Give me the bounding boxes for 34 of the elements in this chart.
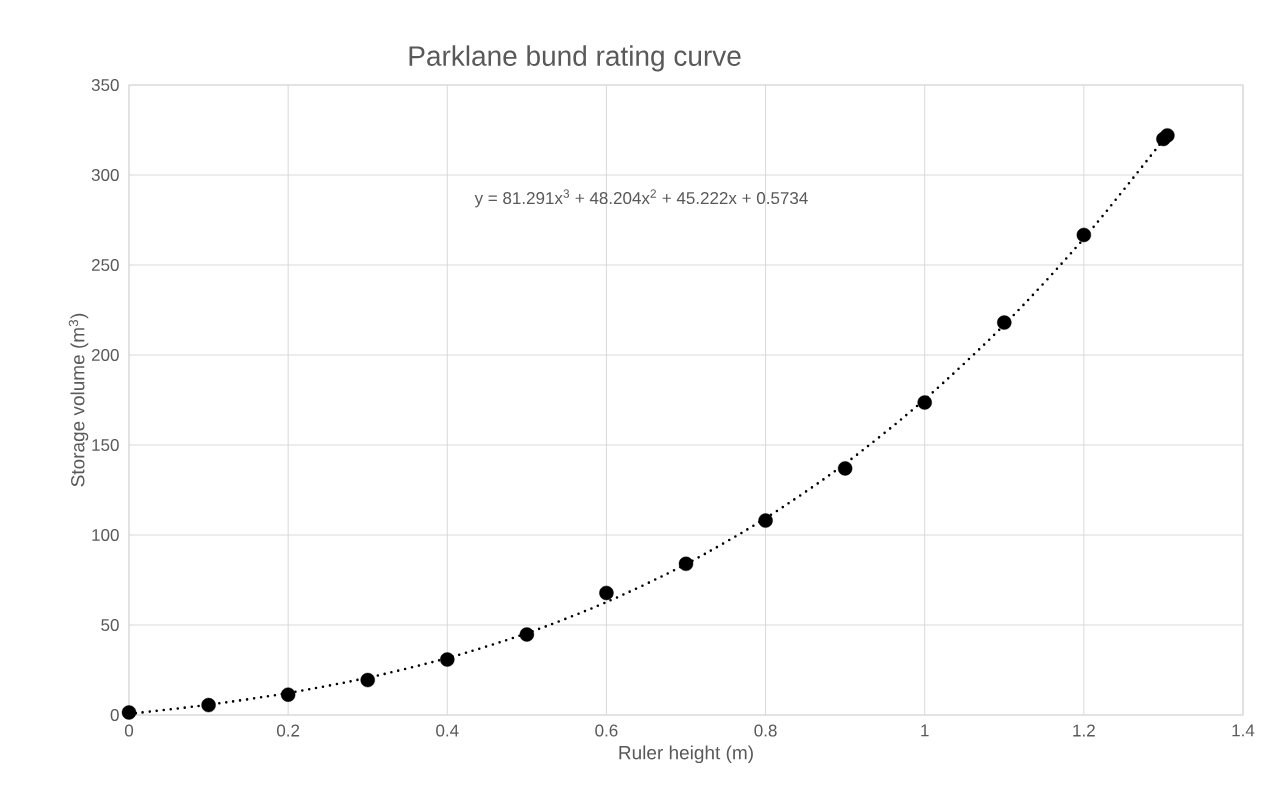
y-tick-label: 50 — [101, 618, 119, 632]
point — [678, 556, 694, 571]
y-tick-label: 100 — [92, 528, 119, 542]
point — [997, 315, 1012, 330]
x-tick-label: 1.2 — [1073, 724, 1095, 737]
point — [1160, 128, 1175, 143]
point — [519, 627, 535, 642]
x-tick-label: 0.2 — [276, 724, 300, 737]
chart-title: Parklane bund rating curve — [409, 45, 741, 72]
x-tick-label: 0 — [124, 724, 134, 737]
y-tick-label: 250 — [91, 258, 119, 272]
point — [917, 395, 932, 410]
point — [360, 672, 375, 688]
point — [440, 652, 455, 667]
x-tick-label: 0.6 — [595, 724, 618, 737]
y-tick-label: 0 — [110, 708, 119, 722]
y-tick-label: 200 — [91, 348, 119, 362]
x-axis-title: Ruler height (m) — [619, 745, 753, 764]
annotation: y = 81.291x$^{3}$ + 48.204x$^{2}$ + 45.222x + 0.5734 — [474, 189, 808, 208]
y-tick-label: 300 — [91, 168, 119, 182]
x-tick-label: 1 — [921, 724, 929, 737]
point — [121, 705, 137, 720]
x-tick-label: 0.4 — [436, 724, 459, 737]
x-tick-label: 0.8 — [754, 724, 777, 737]
point — [758, 513, 773, 528]
point — [1076, 227, 1092, 243]
y-axis-title: Storage volume (m$^{3}$) — [68, 313, 89, 487]
point — [280, 687, 296, 702]
y-tick-label: 150 — [92, 438, 119, 452]
point — [201, 697, 216, 713]
point — [837, 461, 853, 476]
y-tick-label: 350 — [91, 78, 119, 92]
x-tick-label: 1.4 — [1232, 724, 1255, 737]
point — [599, 585, 614, 601]
